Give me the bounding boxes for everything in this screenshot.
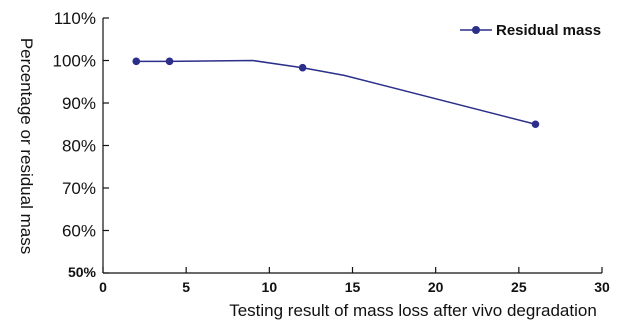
data-point (298, 63, 307, 72)
y-axis-title: Percentage or residual mass (17, 38, 36, 254)
x-tick-label: 15 (345, 279, 361, 295)
series-layer (132, 57, 540, 129)
legend: Residual mass (460, 22, 601, 39)
y-tick-label: 50% (68, 264, 97, 280)
data-point (165, 57, 174, 66)
series-line (136, 59, 536, 125)
legend-marker (472, 26, 480, 34)
x-tick-label: 5 (182, 279, 190, 295)
data-point (531, 120, 540, 129)
x-tick-label: 20 (428, 279, 444, 295)
x-tick-label: 0 (99, 279, 107, 295)
x-ticks: 0 5 10 15 20 25 30 (99, 267, 610, 295)
y-ticks: 110% 100% 90% 80% 70% 60% 50% (53, 9, 109, 280)
x-axis-title: Testing result of mass loss after vivo d… (229, 301, 597, 320)
x-tick-label: 30 (594, 279, 610, 295)
y-tick-label: 80% (62, 137, 96, 156)
x-tick-label: 25 (511, 279, 527, 295)
x-tick-label: 10 (262, 279, 278, 295)
y-tick-label: 60% (62, 222, 96, 241)
y-tick-label: 110% (54, 9, 96, 28)
y-tick-label: 90% (62, 94, 96, 113)
y-tick-label: 100% (53, 52, 96, 71)
y-tick-label: 70% (62, 179, 96, 198)
axes (102, 18, 602, 274)
legend-label: Residual mass (496, 22, 601, 39)
data-point (132, 57, 141, 66)
